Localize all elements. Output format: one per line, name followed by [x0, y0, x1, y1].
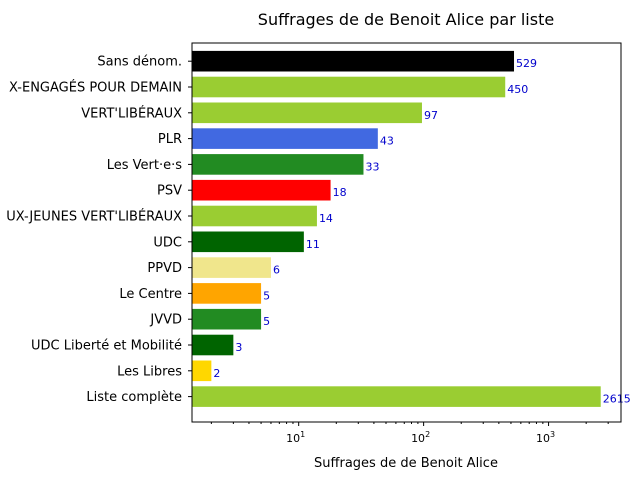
value-label: 18: [333, 186, 347, 199]
bar: [192, 179, 331, 201]
value-label: 43: [380, 135, 394, 148]
category-label: UDC: [153, 235, 182, 250]
value-label: 529: [516, 57, 537, 70]
value-label: 11: [306, 238, 320, 251]
value-label: 33: [365, 160, 379, 173]
category-label: PLR: [158, 132, 182, 147]
bar: [192, 283, 262, 304]
bar: [192, 308, 262, 330]
value-label: 97: [424, 109, 438, 122]
value-label: 450: [507, 83, 528, 96]
bar: [192, 128, 378, 149]
value-label: 3: [235, 341, 242, 354]
category-label: Les Libres: [117, 364, 182, 379]
bar: [192, 50, 515, 72]
category-label: PPVD: [147, 261, 182, 276]
bar: [192, 205, 317, 227]
category-labels: Sans dénom. X-ENGAGÉS POUR DEMAIN VERT'LIB…: [6, 55, 182, 405]
bar: [192, 231, 304, 253]
bar: [192, 154, 364, 175]
category-label: Sans dénom.: [97, 55, 182, 70]
value-label: 5: [263, 289, 270, 302]
x-tick-label: 102: [411, 430, 430, 445]
bar: [192, 102, 422, 124]
chart-title: Suffrages de de Benoit Alice par liste: [258, 10, 554, 29]
value-label: 14: [319, 212, 333, 225]
value-label: 2: [213, 367, 220, 380]
category-label: Liste complète: [86, 390, 182, 405]
bar: [192, 334, 234, 356]
x-axis-label: Suffrages de de Benoit Alice: [314, 456, 498, 471]
category-label: JVVD: [149, 313, 182, 328]
x-tick-label: 101: [286, 430, 305, 445]
category-label: PSV: [157, 184, 182, 199]
bar: [192, 76, 506, 98]
value-label: 5: [263, 315, 270, 328]
category-label: Les Vert·e·s: [107, 158, 183, 173]
category-label: UDC Liberté et Mobilité: [31, 339, 182, 354]
value-label: 6: [273, 264, 280, 277]
bar: [192, 360, 212, 382]
category-label: VERT'LIBÉRAUX: [81, 105, 182, 121]
category-label: X-ENGAGÉS POUR DEMAIN: [9, 80, 182, 96]
value-label: 2615: [603, 393, 631, 406]
x-tick-label: 103: [536, 430, 555, 445]
category-label: UX-JEUNES VERT'LIBÉRAUX: [6, 209, 182, 225]
plot-frame: [191, 42, 622, 423]
bar: [192, 386, 601, 407]
category-label: Le Centre: [119, 287, 182, 302]
bar: [192, 257, 271, 278]
bars-layer: [192, 50, 601, 407]
